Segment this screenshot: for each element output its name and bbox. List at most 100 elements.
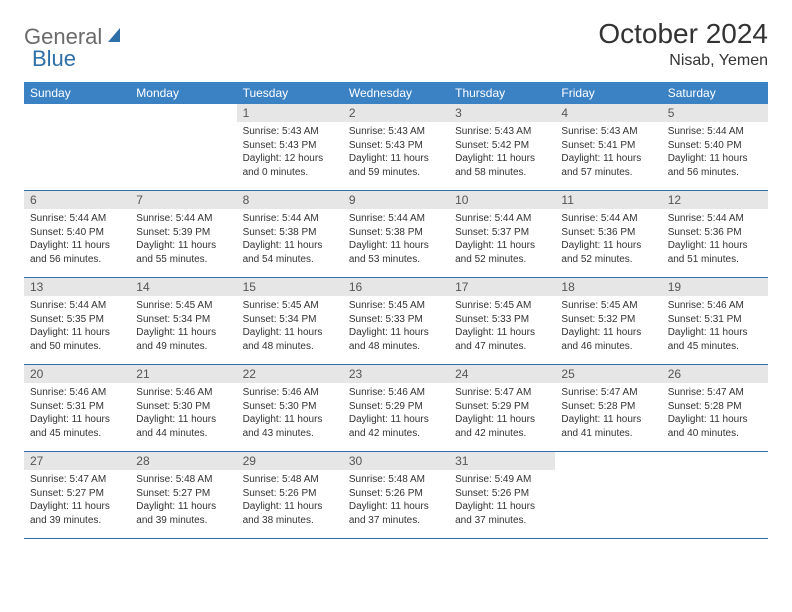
title-block: October 2024 Nisab, Yemen [598, 18, 768, 70]
sunset-text: Sunset: 5:30 PM [136, 400, 230, 414]
day-cell: 5Sunrise: 5:44 AMSunset: 5:40 PMDaylight… [662, 104, 768, 190]
day-content: Sunrise: 5:46 AMSunset: 5:31 PMDaylight:… [662, 296, 768, 357]
day-cell: 4Sunrise: 5:43 AMSunset: 5:41 PMDaylight… [555, 104, 661, 190]
sunrise-text: Sunrise: 5:45 AM [243, 299, 337, 313]
daylight-text: Daylight: 11 hours and 48 minutes. [243, 326, 337, 353]
daylight-text: Daylight: 11 hours and 40 minutes. [668, 413, 762, 440]
sunrise-text: Sunrise: 5:47 AM [30, 473, 124, 487]
sunrise-text: Sunrise: 5:45 AM [561, 299, 655, 313]
day-number: 16 [343, 278, 449, 296]
day-cell: 28Sunrise: 5:48 AMSunset: 5:27 PMDayligh… [130, 452, 236, 538]
day-content: Sunrise: 5:44 AMSunset: 5:38 PMDaylight:… [237, 209, 343, 270]
day-number: 3 [449, 104, 555, 122]
day-number: 22 [237, 365, 343, 383]
day-content: Sunrise: 5:46 AMSunset: 5:31 PMDaylight:… [24, 383, 130, 444]
day-content: Sunrise: 5:46 AMSunset: 5:30 PMDaylight:… [237, 383, 343, 444]
sunrise-text: Sunrise: 5:48 AM [349, 473, 443, 487]
sunset-text: Sunset: 5:29 PM [455, 400, 549, 414]
day-number: 17 [449, 278, 555, 296]
day-cell: 11Sunrise: 5:44 AMSunset: 5:36 PMDayligh… [555, 191, 661, 277]
day-cell: 25Sunrise: 5:47 AMSunset: 5:28 PMDayligh… [555, 365, 661, 451]
daylight-text: Daylight: 11 hours and 39 minutes. [136, 500, 230, 527]
day-cell: 20Sunrise: 5:46 AMSunset: 5:31 PMDayligh… [24, 365, 130, 451]
week-row: 13Sunrise: 5:44 AMSunset: 5:35 PMDayligh… [24, 278, 768, 365]
day-cell: 30Sunrise: 5:48 AMSunset: 5:26 PMDayligh… [343, 452, 449, 538]
day-cell: 9Sunrise: 5:44 AMSunset: 5:38 PMDaylight… [343, 191, 449, 277]
day-content: Sunrise: 5:43 AMSunset: 5:42 PMDaylight:… [449, 122, 555, 183]
day-cell: 6 Sunrise: 5:44 AMSunset: 5:40 PMDaylight… [24, 191, 130, 277]
sunset-text: Sunset: 5:38 PM [349, 226, 443, 240]
sunset-text: Sunset: 5:35 PM [30, 313, 124, 327]
day-content: Sunrise: 5:45 AMSunset: 5:33 PMDaylight:… [449, 296, 555, 357]
sunrise-text: Sunrise: 5:47 AM [455, 386, 549, 400]
day-cell [555, 452, 661, 538]
sunset-text: Sunset: 5:40 PM [30, 226, 124, 240]
sunset-text: Sunset: 5:26 PM [455, 487, 549, 501]
day-cell: 3Sunrise: 5:43 AMSunset: 5:42 PMDaylight… [449, 104, 555, 190]
sunset-text: Sunset: 5:32 PM [561, 313, 655, 327]
sunrise-text: Sunrise: 5:43 AM [455, 125, 549, 139]
day-number: 14 [130, 278, 236, 296]
sunset-text: Sunset: 5:26 PM [349, 487, 443, 501]
day-number: 19 [662, 278, 768, 296]
weekday-tuesday: Tuesday [237, 82, 343, 104]
day-number: 20 [24, 365, 130, 383]
day-cell: 22Sunrise: 5:46 AMSunset: 5:30 PMDayligh… [237, 365, 343, 451]
day-content: Sunrise: 5:47 AMSunset: 5:28 PMDaylight:… [555, 383, 661, 444]
day-content: Sunrise: 5:46 AMSunset: 5:30 PMDaylight:… [130, 383, 236, 444]
sunrise-text: Sunrise: 5:44 AM [243, 212, 337, 226]
daylight-text: Daylight: 11 hours and 51 minutes. [668, 239, 762, 266]
sunset-text: Sunset: 5:28 PM [561, 400, 655, 414]
day-content: Sunrise: 5:45 AMSunset: 5:32 PMDaylight:… [555, 296, 661, 357]
daylight-text: Daylight: 11 hours and 56 minutes. [30, 239, 124, 266]
day-number: 23 [343, 365, 449, 383]
sunset-text: Sunset: 5:38 PM [243, 226, 337, 240]
day-cell [130, 104, 236, 190]
day-number [24, 104, 130, 108]
daylight-text: Daylight: 11 hours and 56 minutes. [668, 152, 762, 179]
sunrise-text: Sunrise: 5:47 AM [561, 386, 655, 400]
sunset-text: Sunset: 5:31 PM [668, 313, 762, 327]
day-number: 13 [24, 278, 130, 296]
daylight-text: Daylight: 11 hours and 52 minutes. [455, 239, 549, 266]
daylight-text: Daylight: 11 hours and 48 minutes. [349, 326, 443, 353]
sunset-text: Sunset: 5:33 PM [455, 313, 549, 327]
day-number: 5 [662, 104, 768, 122]
day-cell: 23Sunrise: 5:46 AMSunset: 5:29 PMDayligh… [343, 365, 449, 451]
daylight-text: Daylight: 11 hours and 44 minutes. [136, 413, 230, 440]
daylight-text: Daylight: 11 hours and 39 minutes. [30, 500, 124, 527]
day-number: 9 [343, 191, 449, 209]
sunset-text: Sunset: 5:29 PM [349, 400, 443, 414]
weekday-saturday: Saturday [662, 82, 768, 104]
daylight-text: Daylight: 11 hours and 38 minutes. [243, 500, 337, 527]
weekday-thursday: Thursday [449, 82, 555, 104]
sunset-text: Sunset: 5:42 PM [455, 139, 549, 153]
day-content: Sunrise: 5:48 AMSunset: 5:27 PMDaylight:… [130, 470, 236, 531]
sunrise-text: Sunrise: 5:44 AM [30, 212, 124, 226]
weekday-wednesday: Wednesday [343, 82, 449, 104]
day-content: Sunrise: 5:44 AMSunset: 5:40 PMDaylight:… [662, 122, 768, 183]
day-number: 10 [449, 191, 555, 209]
day-number: 4 [555, 104, 661, 122]
weekday-sunday: Sunday [24, 82, 130, 104]
week-row: 6Sunrise: 5:44 AMSunset: 5:40 PMDaylight… [24, 191, 768, 278]
day-cell: 15 Sunrise: 5:45 AMSunset: 5:34 PMDayligh… [237, 278, 343, 364]
day-content: Sunrise: 5:44 AMSunset: 5:35 PMDaylight:… [24, 296, 130, 357]
logo-sail-icon [106, 26, 126, 49]
location-label: Nisab, Yemen [598, 52, 768, 70]
daylight-text: Daylight: 11 hours and 43 minutes. [243, 413, 337, 440]
sunset-text: Sunset: 5:31 PM [30, 400, 124, 414]
sunset-text: Sunset: 5:34 PM [243, 313, 337, 327]
day-content: Sunrise: 5:46 AMSunset: 5:29 PMDaylight:… [343, 383, 449, 444]
day-number: 28 [130, 452, 236, 470]
day-number: 26 [662, 365, 768, 383]
day-number: 6 [24, 191, 130, 209]
sunrise-text: Sunrise: 5:43 AM [349, 125, 443, 139]
day-cell: 21Sunrise: 5:46 AMSunset: 5:30 PMDayligh… [130, 365, 236, 451]
calendar: SundayMondayTuesdayWednesdayThursdayFrid… [24, 82, 768, 539]
daylight-text: Daylight: 11 hours and 57 minutes. [561, 152, 655, 179]
day-number: 15 [237, 278, 343, 296]
day-content: Sunrise: 5:43 AMSunset: 5:41 PMDaylight:… [555, 122, 661, 183]
day-number: 11 [555, 191, 661, 209]
daylight-text: Daylight: 11 hours and 45 minutes. [668, 326, 762, 353]
